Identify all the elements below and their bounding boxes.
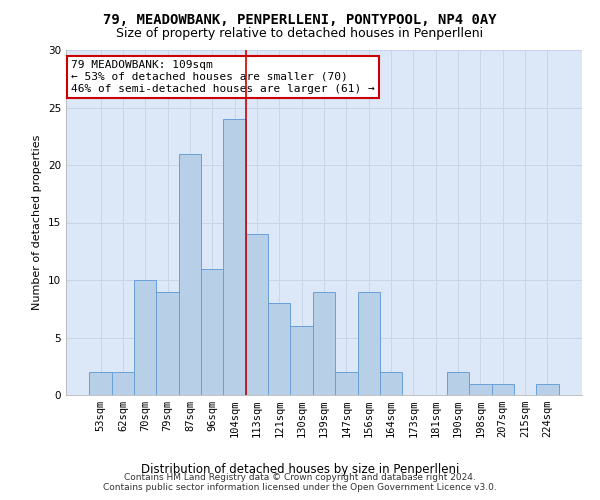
Bar [157,292,179,395]
Bar [290,326,313,395]
Bar [491,384,514,395]
Bar [223,119,246,395]
Text: Distribution of detached houses by size in Penperlleni: Distribution of detached houses by size … [141,462,459,475]
Bar [335,372,358,395]
Bar [246,234,268,395]
Bar [179,154,201,395]
Bar [447,372,469,395]
Bar [112,372,134,395]
Text: 79, MEADOWBANK, PENPERLLENI, PONTYPOOL, NP4 0AY: 79, MEADOWBANK, PENPERLLENI, PONTYPOOL, … [103,12,497,26]
Y-axis label: Number of detached properties: Number of detached properties [32,135,43,310]
Text: Size of property relative to detached houses in Penperlleni: Size of property relative to detached ho… [116,28,484,40]
Text: Contains HM Land Registry data © Crown copyright and database right 2024.
Contai: Contains HM Land Registry data © Crown c… [103,473,497,492]
Bar [469,384,491,395]
Bar [380,372,402,395]
Bar [313,292,335,395]
Bar [89,372,112,395]
Bar [358,292,380,395]
Bar [536,384,559,395]
Bar [134,280,157,395]
Text: 79 MEADOWBANK: 109sqm
← 53% of detached houses are smaller (70)
46% of semi-deta: 79 MEADOWBANK: 109sqm ← 53% of detached … [71,60,375,94]
Bar [268,303,290,395]
Bar [201,268,223,395]
